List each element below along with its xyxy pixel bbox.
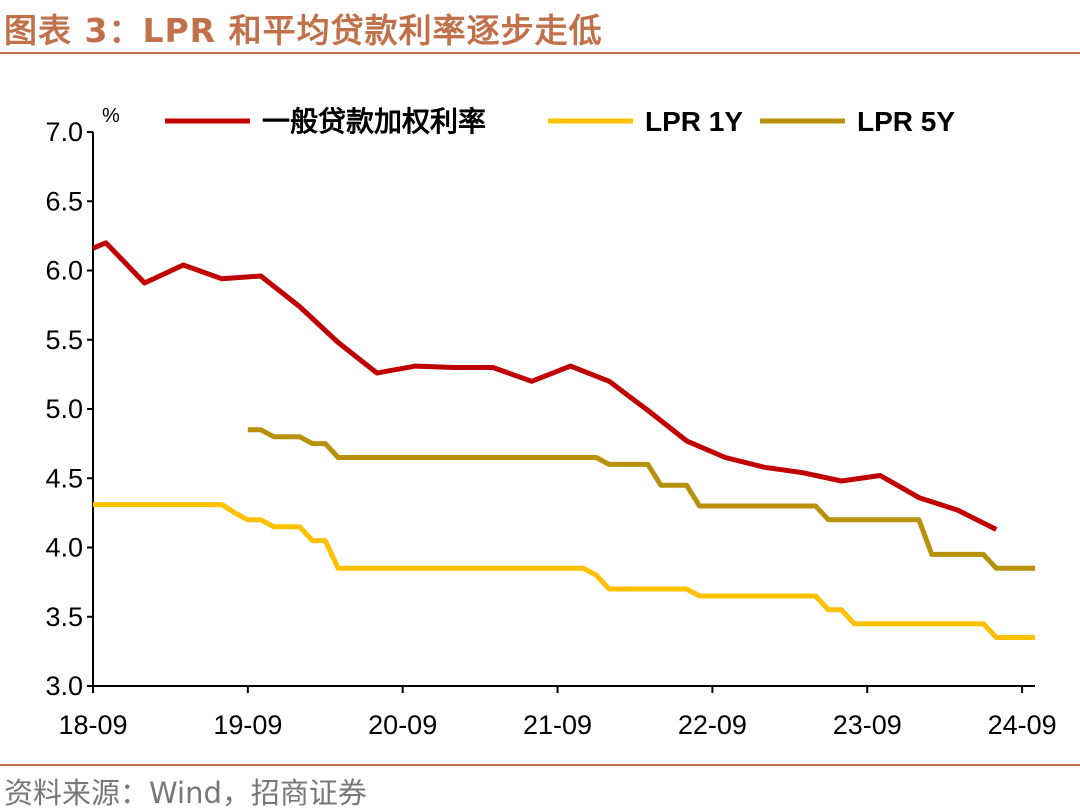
series-line-2	[247, 427, 1035, 571]
source-note: 资料来源：Wind，招商证券	[4, 776, 367, 810]
y-tick-label: 7.0	[45, 117, 83, 147]
y-axis-unit: %	[102, 105, 120, 127]
legend-label: 一般贷款加权利率	[262, 105, 486, 137]
x-tick-label: 23-09	[833, 710, 902, 740]
y-tick-label: 3.5	[45, 602, 83, 632]
y-tick-label: 6.0	[45, 256, 83, 286]
series-line-0	[92, 240, 998, 532]
title-divider	[0, 52, 1080, 54]
y-tick-label: 3.0	[45, 671, 83, 701]
series-line-1	[93, 502, 1035, 640]
x-tick-label: 24-09	[988, 710, 1057, 740]
x-tick-label: 18-09	[58, 710, 127, 740]
y-tick-label: 5.0	[45, 394, 83, 424]
y-tick-label: 4.5	[45, 463, 83, 493]
x-tick-label: 22-09	[678, 710, 747, 740]
x-tick-label: 21-09	[523, 710, 592, 740]
y-tick-label: 5.5	[45, 325, 83, 355]
x-tick-label: 19-09	[213, 710, 282, 740]
chart-title: 图表 3：LPR 和平均贷款利率逐步走低	[4, 11, 603, 50]
y-tick-label: 4.0	[45, 533, 83, 563]
legend-label: LPR 1Y	[645, 106, 743, 137]
y-tick-label: 6.5	[45, 186, 83, 216]
source-divider	[0, 764, 1080, 766]
legend-label: LPR 5Y	[857, 106, 955, 137]
x-tick-label: 20-09	[368, 710, 437, 740]
